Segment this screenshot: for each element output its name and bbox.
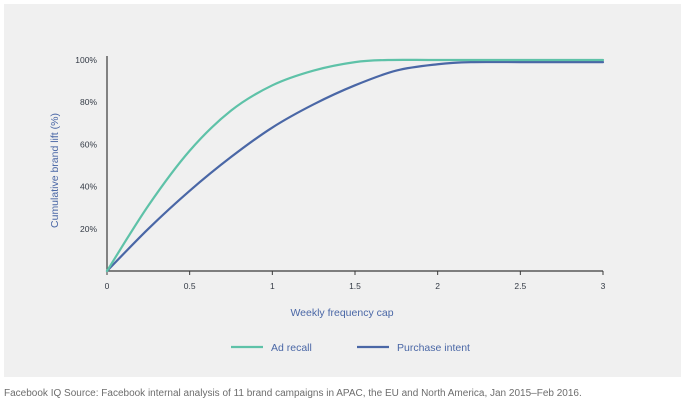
x-tick-label: 2.5	[514, 281, 526, 291]
y-tick-label: 80%	[80, 97, 97, 107]
x-tick-label: 3	[601, 281, 606, 291]
x-tick-label: 2	[435, 281, 440, 291]
x-tick-label: 0.5	[184, 281, 196, 291]
y-tick-label: 100%	[75, 55, 97, 65]
y-tick-label: 40%	[80, 182, 97, 192]
y-axis-title: Cumulative brand lift (%)	[49, 113, 61, 228]
legend-label-ad-recall: Ad recall	[271, 342, 312, 354]
x-tick-label: 1.5	[349, 281, 361, 291]
legend-label-purchase-intent: Purchase intent	[397, 342, 470, 354]
y-tick-label: 60%	[80, 139, 97, 149]
series-line-ad-recall	[105, 58, 605, 273]
source-caption: Facebook IQ Source: Facebook internal an…	[4, 388, 582, 399]
chart-panel	[4, 4, 681, 377]
y-tick-label: 20%	[80, 224, 97, 234]
x-axis-title: Weekly frequency cap	[290, 307, 393, 319]
series-line-purchase-intent	[105, 60, 605, 273]
x-tick-label: 1	[270, 281, 275, 291]
x-tick-label: 0	[105, 281, 110, 291]
chart: 0 0.5 1 1.5 2 2.5 3 20% 40% 60% 80% 100% Weekly freq…	[49, 55, 606, 354]
